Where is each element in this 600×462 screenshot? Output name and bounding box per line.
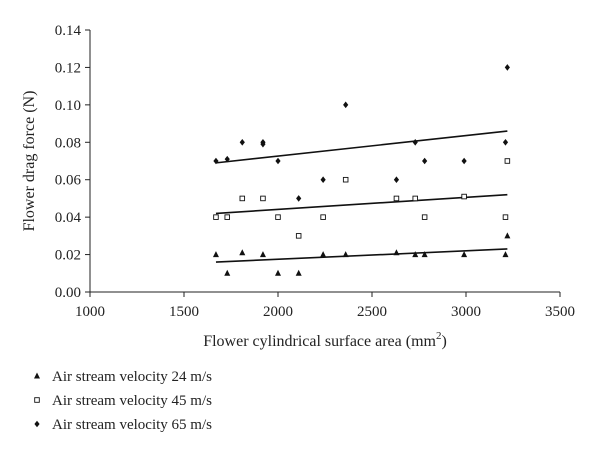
data-point-series-3 <box>213 157 219 165</box>
data-point-series-2 <box>342 176 349 183</box>
data-point-series-1 <box>412 251 419 258</box>
data-point-series-3 <box>393 176 400 184</box>
data-point-series-3 <box>260 140 266 148</box>
trendline-series-2 <box>215 193 508 215</box>
trendlines <box>215 130 508 263</box>
data-point-series-3 <box>504 64 510 71</box>
data-point-series-1 <box>212 251 219 258</box>
y-tick-label: 0.14 <box>55 23 82 39</box>
data-point-series-3 <box>502 138 509 146</box>
legend: Air stream velocity 24 m/s Air stream vel… <box>34 369 212 433</box>
data-point-series-3 <box>239 138 245 146</box>
x-tick-label: 2500 <box>357 304 387 320</box>
data-point-series-3 <box>461 157 467 165</box>
legend-marker-series-2 <box>34 397 40 403</box>
x-axis-title-suffix: ) <box>441 333 446 350</box>
data-points <box>212 64 511 276</box>
legend-marker-series-1 <box>34 372 40 379</box>
y-tick-label: 0.10 <box>55 98 81 114</box>
data-point-series-3 <box>343 101 349 109</box>
data-point-series-2 <box>421 214 428 220</box>
data-point-series-2 <box>224 214 230 220</box>
data-point-series-2 <box>295 233 302 239</box>
data-point-series-1 <box>224 269 231 276</box>
data-point-series-1 <box>342 251 349 258</box>
data-point-series-3 <box>296 195 302 202</box>
x-tick-label: 3500 <box>545 304 575 320</box>
data-point-series-1 <box>502 251 509 258</box>
x-tick-label: 1500 <box>169 304 199 320</box>
x-ticks: 1000 1500 2000 2500 3000 3500 <box>75 292 575 320</box>
data-point-series-1 <box>421 251 428 258</box>
legend-label-series-3: Air stream velocity 65 m/s <box>52 417 212 433</box>
y-ticks: 0.00 0.02 0.04 0.06 0.08 0.10 0.12 0.14 <box>55 23 90 301</box>
data-point-series-1 <box>295 269 302 276</box>
x-axis-title-sup: 2 <box>436 330 442 342</box>
data-point-series-1 <box>393 249 400 256</box>
trendline-series-3 <box>215 130 508 164</box>
x-tick-label: 1000 <box>75 304 105 320</box>
x-tick-label: 2000 <box>263 304 293 320</box>
data-point-series-1 <box>239 249 246 256</box>
data-point-series-2 <box>275 214 281 220</box>
data-point-series-3 <box>412 138 418 146</box>
legend-label-series-1: Air stream velocity 24 m/s <box>52 369 212 385</box>
data-point-series-3 <box>224 155 230 163</box>
data-point-series-3 <box>320 176 326 184</box>
data-point-series-1 <box>259 251 266 258</box>
trendline-series-1 <box>215 248 508 263</box>
axes <box>89 30 560 293</box>
data-point-series-2 <box>502 214 509 220</box>
y-tick-label: 0.06 <box>55 173 82 189</box>
y-axis-title: Flower drag force (N) <box>21 91 38 232</box>
data-point-series-1 <box>504 232 511 239</box>
data-point-series-2 <box>260 195 266 202</box>
legend-marker-series-3 <box>34 420 40 428</box>
data-point-series-2 <box>320 214 326 220</box>
legend-label-series-2: Air stream velocity 45 m/s <box>52 393 212 409</box>
data-point-series-2 <box>412 195 418 202</box>
y-tick-label: 0.08 <box>55 135 81 151</box>
data-point-series-1 <box>275 269 281 276</box>
data-point-series-3 <box>422 157 428 165</box>
x-axis-title-main: Flower cylindrical surface area (mm <box>203 333 436 350</box>
data-point-series-1 <box>461 251 468 258</box>
data-point-series-2 <box>461 193 467 200</box>
data-point-series-3 <box>275 157 281 165</box>
y-tick-label: 0.04 <box>55 210 82 226</box>
data-point-series-2 <box>213 214 219 220</box>
y-tick-label: 0.00 <box>55 285 81 301</box>
data-point-series-2 <box>504 158 511 164</box>
data-point-series-2 <box>239 195 246 202</box>
data-point-series-1 <box>320 251 327 258</box>
y-tick-label: 0.12 <box>55 60 81 76</box>
y-tick-label: 0.02 <box>55 248 81 264</box>
x-tick-label: 3000 <box>451 304 481 320</box>
data-point-series-2 <box>393 195 400 202</box>
x-axis-title: Flower cylindrical surface area (mm2) <box>203 330 447 350</box>
